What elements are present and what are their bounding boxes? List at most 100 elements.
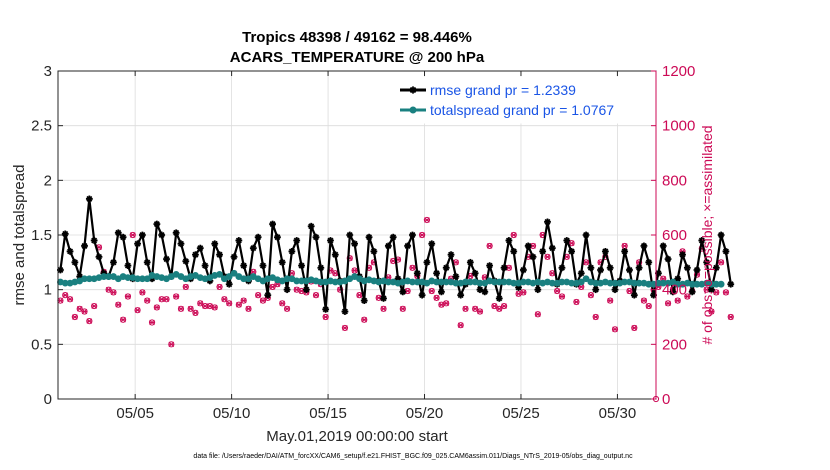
- x-axis: 05/05 05/10 05/15 05/20 05/25 05/30: [116, 71, 636, 422]
- obs-assimilated-marker: [173, 293, 179, 300]
- totalspread-point: [293, 277, 301, 285]
- obs-possible-marker: [86, 318, 93, 325]
- obs-possible-marker: [428, 287, 435, 295]
- x-tick-label: 05/25: [502, 405, 540, 422]
- obs-possible-marker: [211, 304, 218, 311]
- rmse-point: [360, 297, 368, 304]
- rmse-point: [466, 258, 474, 266]
- obs-possible-marker: [163, 296, 170, 303]
- rmse-point: [452, 273, 460, 280]
- obs-assimilated-marker: [549, 270, 556, 277]
- obs-assimilated-marker: [245, 306, 252, 312]
- rmse-point: [384, 242, 392, 250]
- rmse-point: [428, 240, 436, 248]
- obs-assimilated-marker: [356, 292, 363, 298]
- rmse-point: [577, 269, 585, 277]
- rmse-point: [645, 258, 653, 266]
- totalspread-point: [452, 279, 460, 287]
- rmse-point: [433, 269, 440, 277]
- obs-possible-marker: [115, 301, 122, 308]
- rmse-point: [158, 231, 166, 239]
- rmse-point: [278, 258, 286, 266]
- footnote: data file: /Users/raeder/DAI/ATM_forcXX/…: [193, 453, 633, 460]
- totalspread-point: [462, 278, 469, 286]
- series-layer: [57, 195, 735, 315]
- rmse-point: [510, 248, 518, 255]
- rmse-point: [110, 258, 117, 266]
- obs-possible-marker: [81, 308, 88, 315]
- obs-assimilated-marker: [424, 217, 430, 223]
- obs-assimilated-marker: [419, 232, 425, 238]
- obs-assimilated-marker: [134, 307, 141, 313]
- obs-assimilated-marker: [260, 297, 266, 304]
- totalspread-point: [124, 274, 132, 282]
- legend-box: [395, 76, 654, 124]
- obs-possible-marker: [245, 305, 252, 312]
- obs-possible-marker: [433, 294, 440, 301]
- totalspread-point: [674, 280, 682, 288]
- totalspread-point: [85, 275, 93, 283]
- y-tick-label: 1: [44, 282, 52, 299]
- obs-assimilated-marker: [453, 259, 459, 266]
- obs-possible-marker: [472, 305, 479, 312]
- rmse-point: [85, 195, 93, 203]
- obs-assimilated-marker: [110, 289, 117, 296]
- legend-rmse-label: rmse grand pr = 1.2339: [430, 82, 576, 98]
- obs-assimilated-marker: [168, 341, 175, 348]
- totalspread-point: [688, 280, 696, 288]
- rmse-point: [717, 231, 725, 239]
- obs-possible-marker: [62, 292, 69, 299]
- obs-assimilated-marker: [342, 325, 348, 331]
- obs-assimilated-marker: [202, 303, 208, 309]
- rmse-point: [81, 242, 88, 250]
- obs-assimilated-marker: [631, 325, 638, 331]
- rmse-point: [307, 222, 315, 230]
- rmse-point: [688, 288, 696, 296]
- rmse-point: [601, 248, 609, 255]
- obs-assimilated-marker: [708, 308, 715, 315]
- obs-assimilated-marker: [250, 269, 257, 275]
- obs-possible-marker: [197, 300, 204, 307]
- obs-assimilated-marker: [554, 288, 560, 294]
- rmse-point: [519, 266, 527, 274]
- obs-assimilated-marker: [641, 297, 647, 304]
- rmse-point: [558, 264, 566, 272]
- rmse-point: [437, 288, 445, 296]
- y-tick-label: 0.5: [31, 336, 52, 353]
- totalspread-point: [519, 278, 527, 286]
- obs-possible-marker: [486, 242, 493, 250]
- obs-assimilated-marker: [501, 303, 507, 309]
- obs-possible-marker: [626, 287, 633, 295]
- obs-assimilated-marker: [607, 297, 613, 304]
- rmse-point: [626, 266, 633, 274]
- obs-markers: [57, 216, 734, 403]
- obs-assimilated-marker: [443, 300, 449, 307]
- rmse-point: [630, 291, 638, 299]
- obs-possible-marker: [351, 267, 358, 274]
- totalspread-point: [568, 279, 576, 287]
- obs-assimilated-marker: [125, 293, 131, 300]
- obs-possible-marker: [235, 301, 242, 308]
- obs-possible-marker: [664, 300, 672, 307]
- totalspread-point: [655, 279, 662, 287]
- totalspread-point: [409, 278, 416, 286]
- totalspread-point: [298, 277, 305, 285]
- obs-possible-marker: [491, 302, 498, 310]
- rmse-point: [143, 258, 151, 266]
- rmse-point: [529, 253, 537, 261]
- obs-assimilated-marker: [91, 303, 97, 309]
- obs-assimilated-marker: [559, 293, 565, 300]
- obs-possible-marker: [674, 297, 681, 304]
- obs-possible-marker: [544, 253, 551, 260]
- rmse-point: [249, 244, 257, 252]
- rmse-point: [544, 218, 551, 226]
- obs-possible-marker: [510, 231, 517, 239]
- obs-assimilated-marker: [544, 254, 551, 260]
- y-axis-label: rmse and totalspread: [11, 165, 28, 306]
- rmse-point: [524, 242, 532, 250]
- obs-assimilated-marker: [211, 304, 218, 311]
- rmse-point: [679, 251, 686, 259]
- rmse-point: [254, 233, 262, 241]
- rmse-point: [177, 240, 185, 248]
- obs-assimilated-marker: [221, 296, 228, 302]
